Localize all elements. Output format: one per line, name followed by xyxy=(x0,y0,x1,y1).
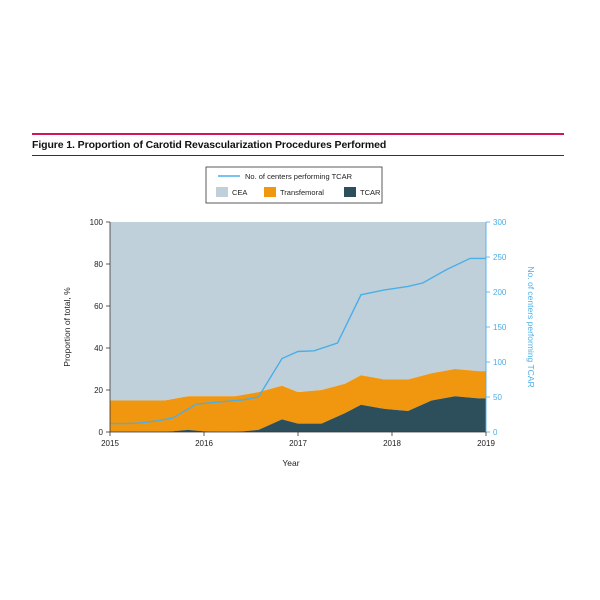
y2-tick-label: 150 xyxy=(493,323,507,332)
x-tick-label: 2019 xyxy=(477,439,495,448)
y-axis-title: Proportion of total, % xyxy=(62,287,72,367)
y2-tick-label: 0 xyxy=(493,428,498,437)
area-transfemoral xyxy=(110,369,486,432)
legend-box xyxy=(205,166,383,204)
area-cea xyxy=(110,222,486,401)
x-tick-label: 2015 xyxy=(101,439,119,448)
legend-swatch-tcar xyxy=(344,187,356,197)
figure: Figure 1. Proportion of Carotid Revascul… xyxy=(32,133,564,156)
y-tick-label: 80 xyxy=(94,260,103,269)
y2-tick-label: 300 xyxy=(493,218,507,227)
legend-label-cea: CEA xyxy=(232,188,247,197)
line-centers-tcar xyxy=(110,257,486,425)
y-tick-label: 20 xyxy=(94,386,103,395)
legend-line-label: No. of centers performing TCAR xyxy=(245,172,353,181)
x-tick-label: 2018 xyxy=(383,439,401,448)
figure-title: Figure 1. Proportion of Carotid Revascul… xyxy=(32,139,387,151)
y-tick-label: 0 xyxy=(99,428,104,437)
y2-tick-label: 250 xyxy=(493,253,507,262)
y2-axis-title: No. of centers performing TCAR xyxy=(526,266,536,387)
y2-tick-label: 100 xyxy=(493,358,507,367)
legend-swatch-cea xyxy=(216,187,228,197)
y-tick-label: 60 xyxy=(94,302,103,311)
x-tick-label: 2016 xyxy=(195,439,213,448)
y-tick-label: 100 xyxy=(90,218,104,227)
plot-area xyxy=(110,222,486,432)
figure-top-rule xyxy=(32,133,564,135)
y2-tick-label: 50 xyxy=(493,393,502,402)
axes: 0 20 40 60 80 100 0 50 100 150 200 250 300 2015 2016 20… xyxy=(62,218,536,468)
x-axis-title: Year xyxy=(282,458,299,468)
x-tick-label: 2017 xyxy=(289,439,307,448)
legend: No. of centers performing TCAR CEA Trans… xyxy=(205,166,383,204)
legend-label-tcar: TCAR xyxy=(360,188,381,197)
legend-swatch-transfemoral xyxy=(264,187,276,197)
figure-title-rule xyxy=(32,155,564,156)
area-tcar xyxy=(110,396,486,432)
y-tick-label: 40 xyxy=(94,344,103,353)
y2-tick-label: 200 xyxy=(493,288,507,297)
legend-label-transfemoral: Transfemoral xyxy=(280,188,324,197)
